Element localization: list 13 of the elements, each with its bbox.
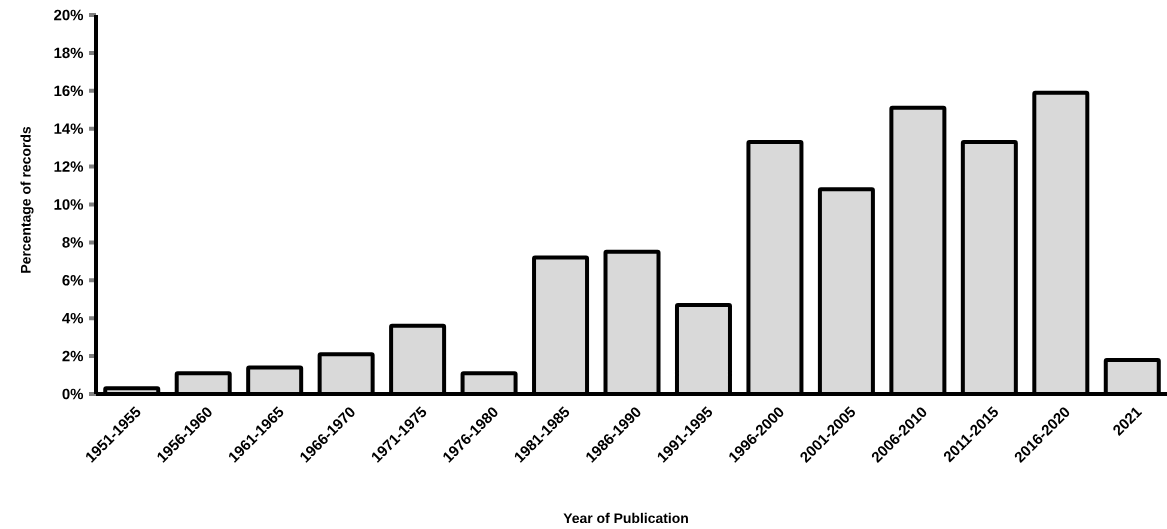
y-axis-title: Percentage of records <box>20 126 34 273</box>
y-tick-label: 4% <box>62 312 84 324</box>
y-tick-label: 20% <box>54 9 84 21</box>
y-tick-label: 0% <box>62 388 84 400</box>
y-tick-label: 10% <box>54 199 84 210</box>
y-tick-label: 18% <box>54 47 84 59</box>
y-tick-label: 14% <box>54 123 84 134</box>
y-tick-label: 8% <box>62 237 84 248</box>
y-tick-label: 12% <box>54 161 84 172</box>
y-tick-label: 16% <box>54 85 84 97</box>
x-axis-title: Year of Publication <box>563 512 688 524</box>
y-tick-label: 6% <box>62 274 84 286</box>
y-tick-label: 2% <box>62 350 84 362</box>
